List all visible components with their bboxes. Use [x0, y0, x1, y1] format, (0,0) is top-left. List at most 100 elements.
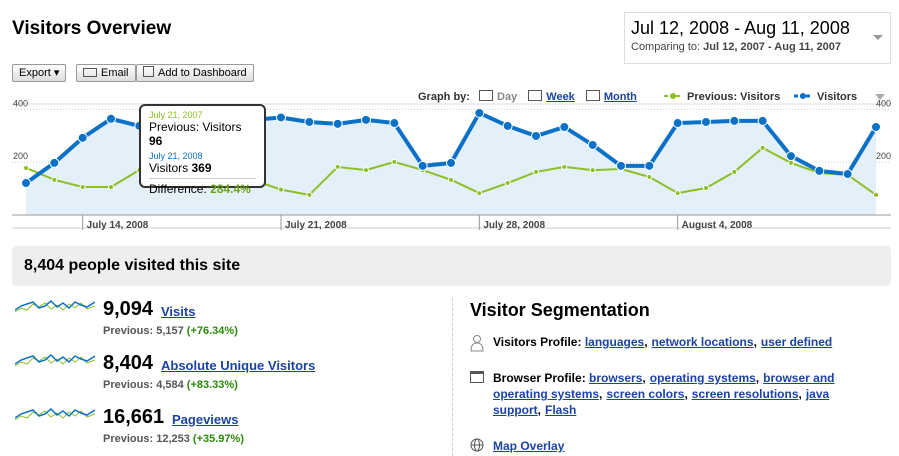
data-point: [306, 191, 313, 198]
data-point: [77, 132, 88, 143]
link[interactable]: java support: [493, 387, 829, 417]
link[interactable]: browsers: [589, 371, 650, 385]
y-tick-label: 400: [13, 98, 28, 108]
email-button[interactable]: Email: [76, 64, 136, 82]
x-tick-label: July 21, 2008: [285, 220, 347, 231]
change: (+83.33%): [186, 379, 238, 391]
link[interactable]: user defined: [760, 335, 833, 349]
legend-label: Visitors: [817, 91, 857, 103]
data-point: [644, 160, 655, 171]
x-tick-label: July 14, 2008: [87, 220, 149, 231]
legend-dot: [800, 93, 806, 99]
page-title: Visitors Overview: [12, 18, 172, 39]
dashboard-button[interactable]: Add to Dashboard: [136, 64, 254, 82]
metric-link[interactable]: Pageviews: [172, 412, 239, 427]
metric-link[interactable]: Visits: [161, 304, 196, 319]
icon: [585, 90, 600, 101]
tooltip-difference: Difference: 284.4%: [149, 178, 256, 196]
map-overlay: Map Overlay: [470, 438, 564, 454]
data-point: [533, 168, 539, 175]
label: Visitors Profile:: [493, 335, 582, 349]
data-point: [731, 168, 738, 175]
y-tick-label: 400: [876, 98, 891, 108]
data-point: [674, 190, 681, 197]
export-button[interactable]: Export ▾: [12, 64, 67, 82]
data-point: [476, 190, 483, 197]
sparkline: [15, 407, 95, 421]
value: 12,253: [156, 433, 190, 445]
link[interactable]: screen colors: [606, 387, 691, 401]
browser-profile: Browser Profile: browsersoperating syste…: [470, 370, 870, 418]
link[interactable]: browser and operating systems: [493, 371, 835, 401]
metric-value: 8,404: [103, 352, 154, 374]
metric-previous: Previous: 5,157 (+76.34%): [103, 325, 238, 337]
tooltip-current-date: July 21, 2008: [149, 151, 203, 161]
metric-link[interactable]: Absolute Unique Visitors: [161, 358, 316, 373]
data-point: [786, 151, 796, 162]
y-tick-label: 200: [876, 151, 891, 161]
data-point: [672, 118, 683, 129]
metric-value: 9,094: [103, 298, 154, 320]
link[interactable]: languages: [585, 335, 652, 349]
y-tick-label: 200: [13, 151, 28, 161]
data-point: [106, 113, 116, 124]
value: 96: [149, 134, 163, 148]
metric-previous: Previous: 4,584 (+83.33%): [103, 379, 238, 391]
legend-dropdown: [875, 94, 885, 100]
data-point: [389, 118, 400, 129]
data-point: [502, 120, 513, 131]
link[interactable]: operating systems: [650, 371, 763, 385]
change: (+76.34%): [186, 325, 238, 337]
icon: [479, 90, 494, 101]
data-point: [474, 107, 485, 118]
date-picker[interactable]: Jul 12, 2008 - Aug 11, 2008 Comparing to…: [624, 12, 891, 64]
summary-bar: 8,404 people visited this site: [12, 246, 891, 286]
link[interactable]: network locations: [652, 335, 761, 349]
data-point: [304, 116, 315, 127]
data-point: [448, 176, 454, 183]
sparkline: [15, 353, 95, 367]
option-month[interactable]: Month: [603, 91, 637, 103]
link[interactable]: Map Overlay: [493, 439, 565, 453]
button-label: Email: [101, 67, 129, 79]
option-week[interactable]: Week: [546, 91, 575, 103]
sparkline: [15, 299, 95, 313]
data-point: [587, 139, 598, 150]
change: (+35.97%): [192, 433, 244, 445]
visitors-profile: Visitors Profile: languagesnetwork locat…: [470, 334, 870, 352]
data-point: [559, 121, 570, 132]
option-day: Day: [497, 91, 518, 103]
data-point: [417, 160, 428, 171]
link[interactable]: screen resolutions: [692, 387, 806, 401]
metric-previous: Previous: 12,253 (+35.97%): [103, 433, 244, 445]
button-label: Export: [19, 67, 51, 79]
data-point: [646, 173, 653, 180]
x-tick-label: July 28, 2008: [483, 220, 545, 231]
data-point: [616, 160, 626, 171]
label: Visitors: [149, 161, 189, 175]
value: 284.4%: [210, 182, 251, 196]
segmentation-title: Visitor Segmentation: [470, 300, 650, 320]
label: Difference:: [149, 182, 207, 196]
tooltip-current: Visitors 369: [149, 161, 256, 175]
metric-value: 16,661: [103, 406, 165, 428]
separator: [452, 298, 453, 456]
window-icon: [470, 371, 484, 383]
data-point: [23, 164, 29, 171]
data-point: [701, 116, 711, 127]
icon: [143, 66, 154, 77]
data-point: [51, 176, 58, 183]
comparing: Comparing to: Jul 12, 2007 - Aug 11, 200…: [631, 41, 841, 53]
data-point: [589, 167, 596, 174]
person-icon: [470, 335, 484, 352]
tooltip-previous: Previous: Visitors 96: [149, 120, 256, 148]
data-point: [757, 115, 768, 126]
data-point: [363, 167, 369, 174]
data-point: [759, 144, 766, 151]
data-point: [79, 183, 86, 190]
data-point: [332, 118, 343, 129]
data-point: [814, 165, 825, 176]
label: Previous: Visitors: [149, 120, 242, 134]
link[interactable]: Flash: [545, 403, 577, 417]
label: Browser Profile:: [493, 371, 586, 385]
